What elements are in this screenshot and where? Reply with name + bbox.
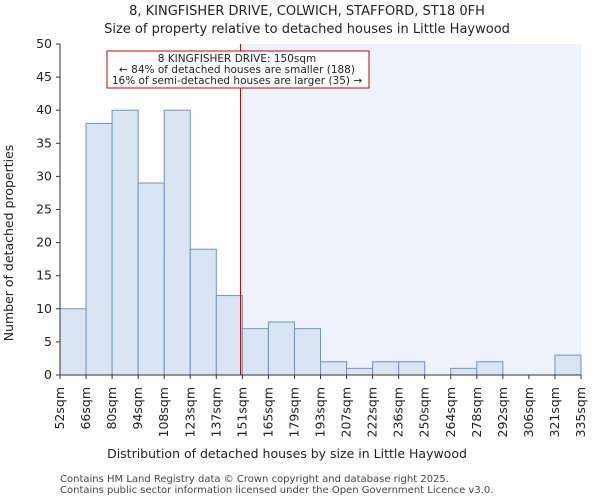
y-tick-label: 0 — [44, 367, 52, 382]
x-tick-label: 151sqm — [234, 387, 249, 437]
bar-165sqm — [267, 321, 295, 376]
x-tick-label: 193sqm — [313, 387, 328, 437]
bar-193sqm — [320, 361, 348, 376]
annotation-border — [106, 50, 370, 89]
y-tick-label: 10 — [36, 301, 52, 316]
annotation-box: 8 KINGFISHER DRIVE: 150sqm ← 84% of deta… — [106, 50, 370, 89]
y-axis: 0 5 10 15 20 25 30 35 40 45 50 — [36, 36, 61, 382]
bar-179sqm — [293, 328, 322, 376]
x-tick-label: 179sqm — [286, 387, 301, 437]
y-tick-label: 40 — [36, 102, 52, 117]
highlight-region — [242, 44, 581, 375]
x-tick-label: 123sqm — [182, 387, 197, 437]
x-tick-label: 292sqm — [495, 387, 510, 437]
x-axis-label: Distribution of detached houses by size … — [107, 446, 467, 461]
footer-line-1: Contains HM Land Registry data © Crown c… — [60, 474, 449, 485]
x-tick-label: 52sqm — [52, 387, 67, 430]
annotation-line-3: 16% of semi-detached houses are larger (… — [112, 75, 363, 87]
x-tick-label: 80sqm — [104, 387, 119, 430]
bar-66sqm — [85, 122, 113, 376]
y-tick-label: 30 — [36, 168, 52, 183]
bar-207sqm — [346, 367, 374, 376]
bar-80sqm — [111, 109, 139, 376]
bar-108sqm — [163, 109, 191, 376]
y-tick-label: 50 — [36, 36, 52, 51]
bar-94sqm — [137, 182, 165, 376]
bar-222sqm — [372, 361, 400, 376]
x-tick-label: 94sqm — [130, 387, 145, 430]
x-tick-label: 250sqm — [417, 387, 432, 437]
annotation-line-1: 8 KINGFISHER DRIVE: 150sqm — [158, 53, 317, 65]
bar-151sqm — [241, 328, 269, 376]
y-tick-label: 20 — [36, 235, 52, 250]
bar-264sqm — [450, 367, 478, 376]
x-tick-label: 321sqm — [547, 387, 562, 437]
y-tick-label: 45 — [36, 69, 52, 84]
x-tick-label: 278sqm — [469, 387, 484, 437]
bar-137sqm — [215, 295, 243, 376]
bar-123sqm — [189, 248, 217, 376]
bar-group — [59, 109, 582, 376]
x-tick-label: 108sqm — [156, 387, 171, 437]
bar-52sqm — [59, 308, 87, 376]
x-tick-label: 165sqm — [260, 387, 275, 437]
x-tick-label: 66sqm — [78, 387, 93, 430]
footer-line-2: Contains public sector information licen… — [60, 485, 494, 496]
x-tick-label: 236sqm — [391, 387, 406, 437]
annotation-line-2: ← 84% of detached houses are smaller (18… — [119, 64, 355, 76]
x-tick-label: 264sqm — [443, 387, 458, 437]
bar-321sqm — [554, 354, 582, 376]
x-tick-label: 335sqm — [573, 387, 588, 437]
y-tick-label: 25 — [36, 202, 52, 217]
x-tick-label: 207sqm — [339, 387, 354, 437]
y-tick-label: 5 — [44, 334, 52, 349]
x-axis: 52sqm 66sqm 80sqm 94sqm 108sqm 123sqm 137sqm 15… — [52, 374, 588, 437]
x-tick-label: 222sqm — [365, 387, 380, 437]
y-axis-label: Number of detached properties — [1, 145, 16, 342]
x-tick-label: 137sqm — [208, 387, 223, 437]
bar-236sqm — [398, 361, 426, 376]
x-tick-label: 306sqm — [521, 387, 536, 437]
y-tick-label: 15 — [36, 268, 52, 283]
chart-subtitle: Size of property relative to detached ho… — [104, 22, 510, 37]
chart-title: 8, KINGFISHER DRIVE, COLWICH, STAFFORD, … — [129, 4, 485, 19]
y-tick-label: 35 — [36, 135, 52, 150]
bar-278sqm — [476, 361, 504, 376]
